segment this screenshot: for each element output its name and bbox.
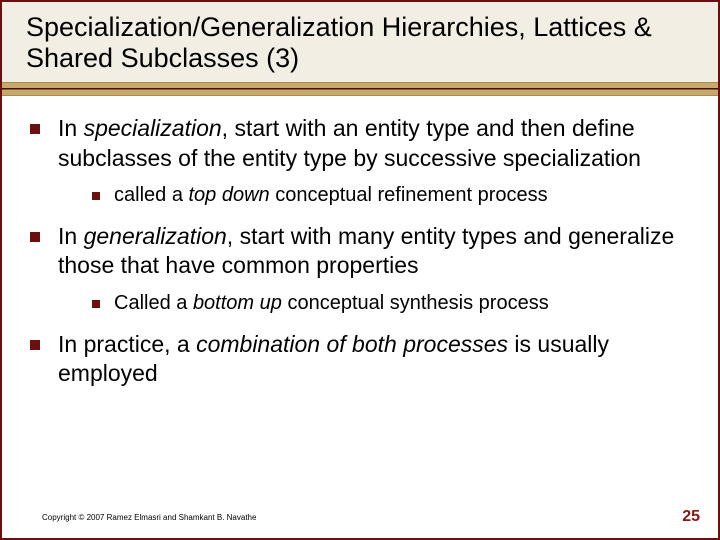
- page-number: 25: [682, 508, 700, 526]
- copyright: Copyright © 2007 Ramez Elmasri and Shamk…: [42, 513, 256, 522]
- bullet-2: In generalization, start with many entit…: [30, 222, 690, 281]
- bullet-1-sub-post: conceptual refinement process: [270, 184, 548, 206]
- accent-band: [2, 82, 718, 96]
- square-bullet-icon: [92, 300, 100, 308]
- bullet-1-sub-pre: called a: [114, 184, 189, 206]
- bullet-2-sub: Called a bottom up conceptual synthesis …: [92, 291, 690, 316]
- square-bullet-icon: [92, 192, 100, 200]
- bullet-2-sub-pre: Called a: [114, 292, 193, 314]
- bullet-2-sub-post: conceptual synthesis process: [282, 292, 549, 314]
- bullet-3: In practice, a combination of both proce…: [30, 330, 690, 389]
- slide: Specialization/Generalization Hierarchie…: [0, 0, 720, 540]
- title-area: Specialization/Generalization Hierarchie…: [2, 2, 718, 82]
- content-area: In specialization, start with an entity …: [2, 96, 718, 389]
- bullet-3-pre: In practice, a: [58, 331, 196, 357]
- bullet-3-text: In practice, a combination of both proce…: [58, 330, 690, 389]
- bullet-2-pre: In: [58, 223, 84, 249]
- bullet-2-sub-text: Called a bottom up conceptual synthesis …: [114, 291, 549, 316]
- bullet-3-em: combination of both processes: [196, 331, 508, 357]
- bullet-2-sub-em: bottom up: [193, 292, 282, 314]
- square-bullet-icon: [30, 232, 40, 242]
- bullet-1: In specialization, start with an entity …: [30, 114, 690, 173]
- square-bullet-icon: [30, 340, 40, 350]
- square-bullet-icon: [30, 124, 40, 134]
- bullet-1-pre: In: [58, 115, 84, 141]
- bullet-1-text: In specialization, start with an entity …: [58, 114, 690, 173]
- bullet-1-sub-text: called a top down conceptual refinement …: [114, 183, 548, 208]
- bullet-1-sub-em: top down: [189, 184, 270, 206]
- slide-title: Specialization/Generalization Hierarchie…: [26, 12, 694, 74]
- bullet-1-sub: called a top down conceptual refinement …: [92, 183, 690, 208]
- bullet-1-em: specialization: [84, 115, 222, 141]
- bullet-2-text: In generalization, start with many entit…: [58, 222, 690, 281]
- bullet-2-em: generalization: [84, 223, 227, 249]
